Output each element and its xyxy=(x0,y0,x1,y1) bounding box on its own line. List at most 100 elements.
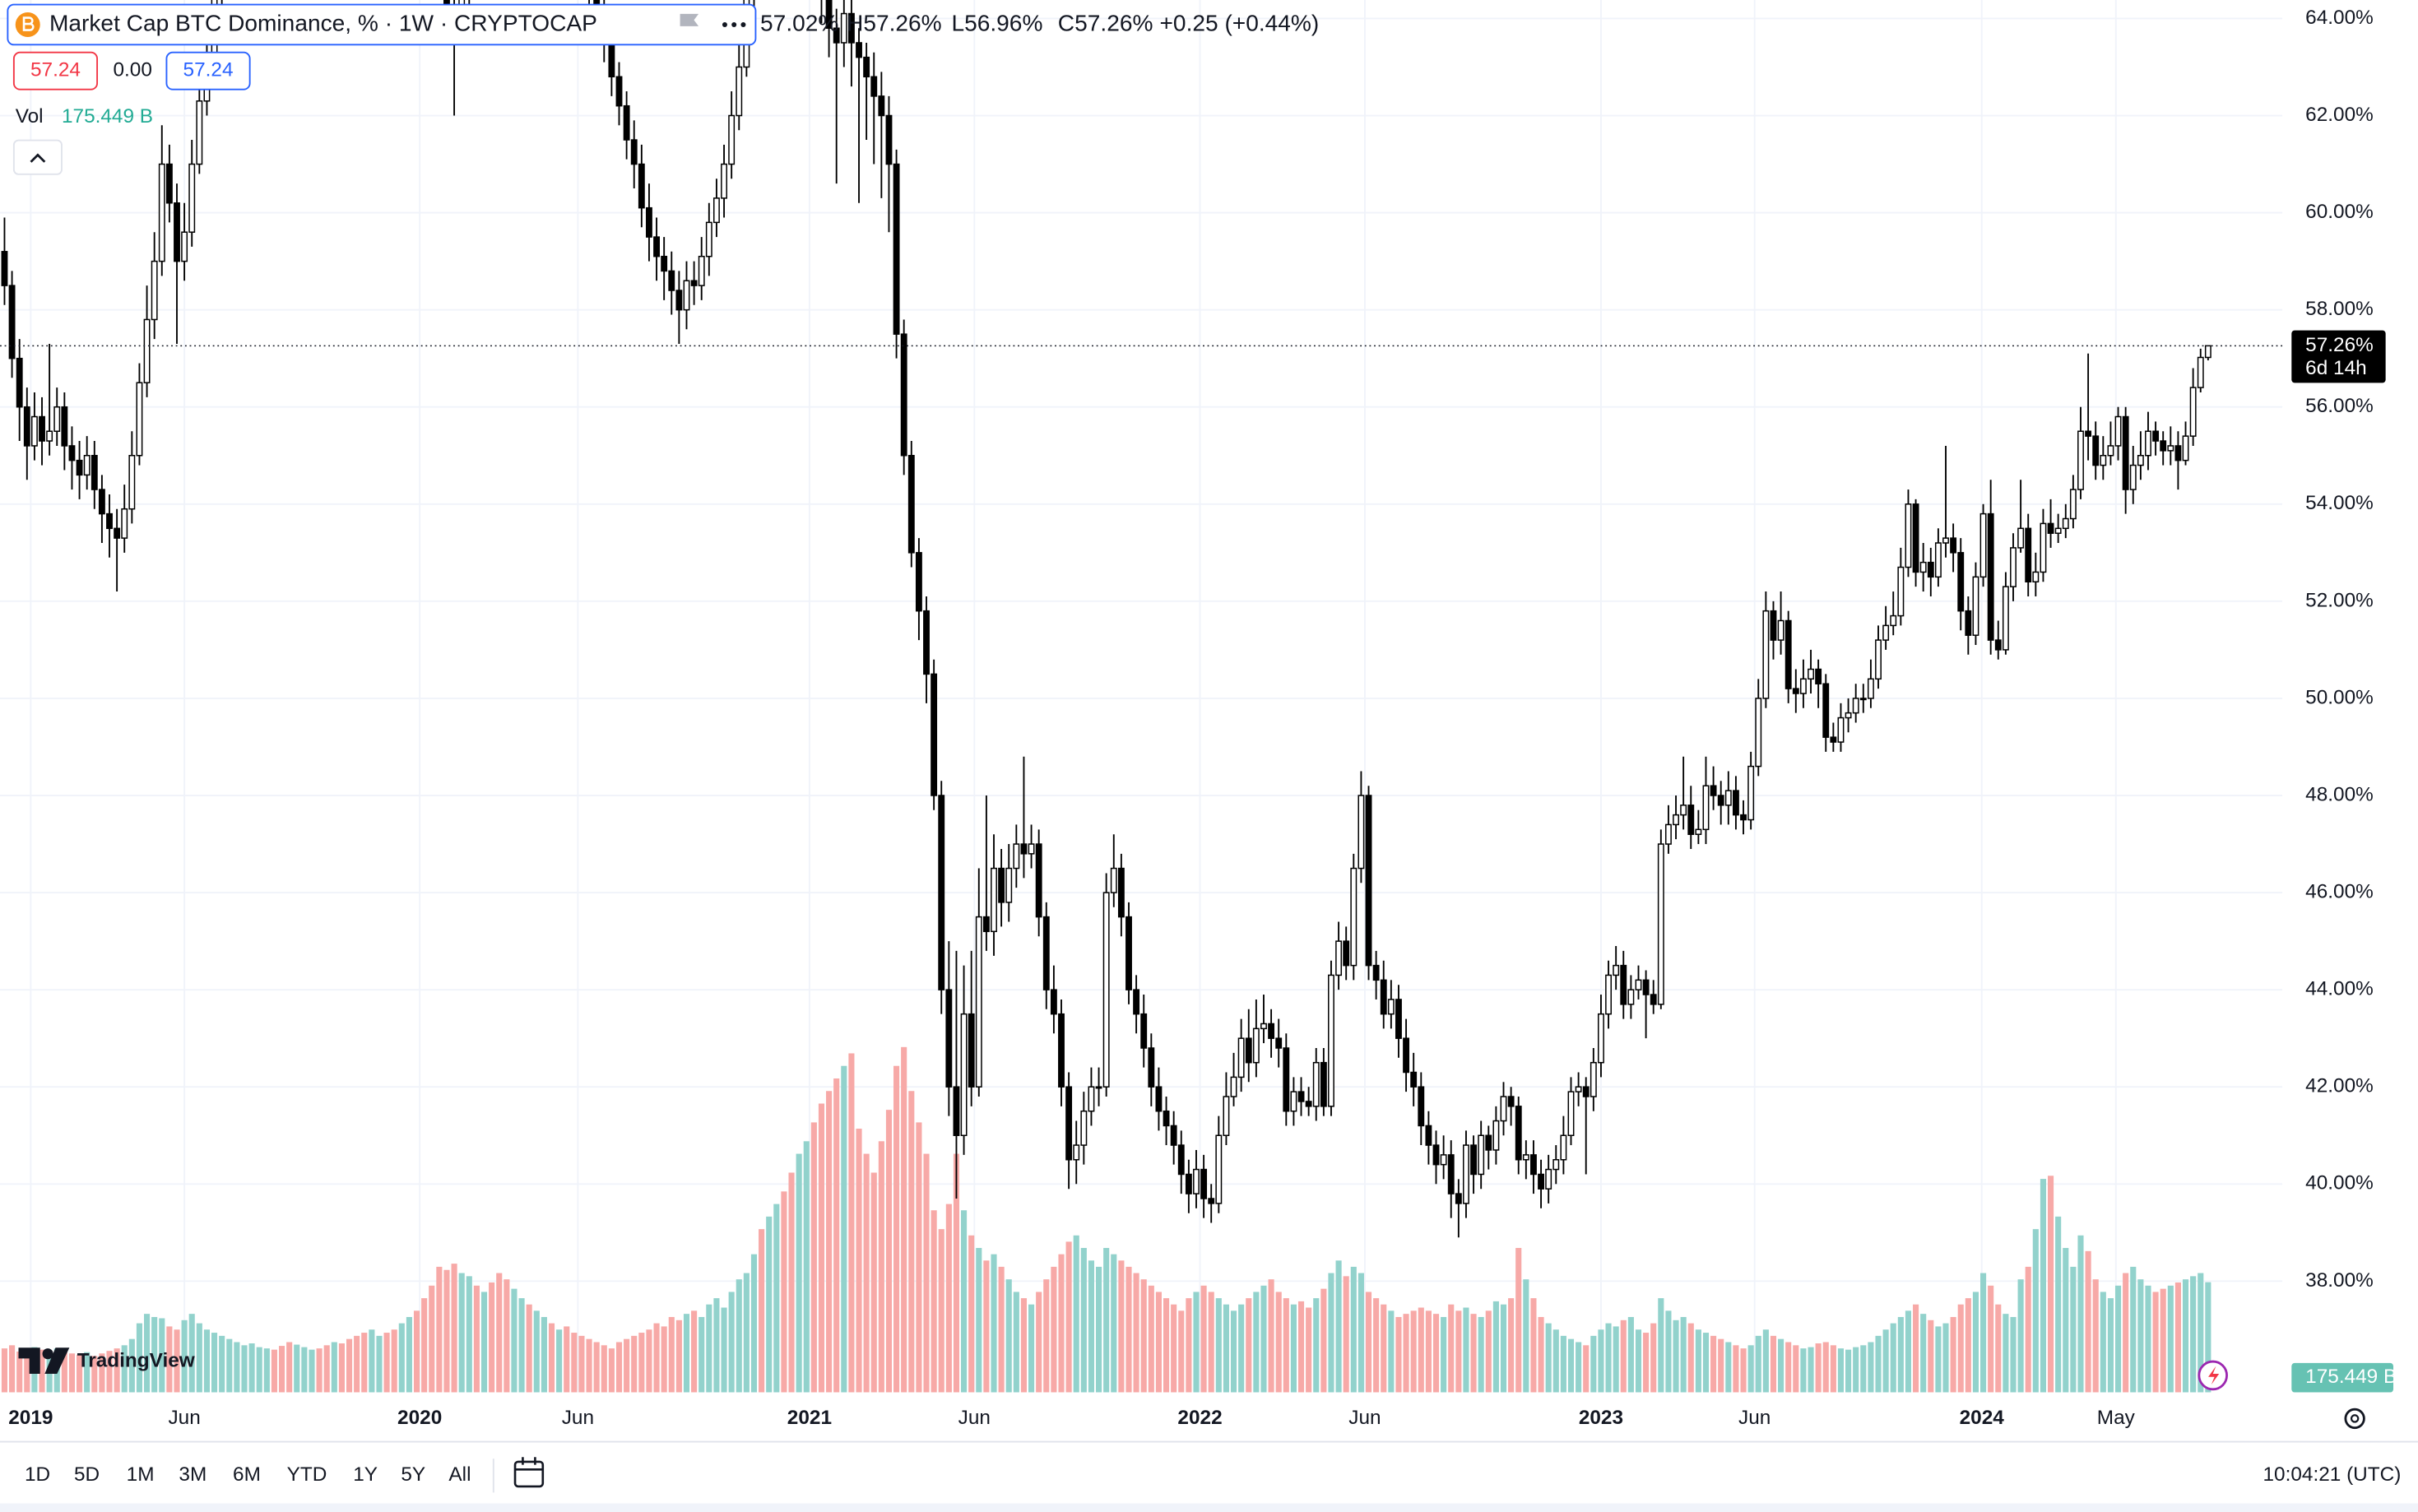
settings-icon[interactable] xyxy=(2344,1408,2365,1430)
volume-bar xyxy=(159,1318,165,1393)
volume-bar xyxy=(848,1053,855,1393)
buy-box[interactable] xyxy=(165,51,251,90)
range-button[interactable]: 6M xyxy=(233,1463,261,1486)
candle-body xyxy=(1822,683,1830,738)
volume-bar xyxy=(211,1333,218,1393)
sell-box[interactable] xyxy=(12,51,99,90)
candle-body xyxy=(1657,843,1664,1005)
candle-body xyxy=(1215,1134,1223,1204)
volume-bar xyxy=(818,1103,825,1393)
candle-body xyxy=(1275,1037,1283,1049)
candle-body xyxy=(1140,1013,1148,1049)
volume-bar xyxy=(203,1329,210,1393)
symbol-title: Market Cap BTC Dominance, % · 1W · CRYPT… xyxy=(49,10,597,35)
candle-body xyxy=(2077,430,2084,490)
candle-body xyxy=(2152,430,2160,442)
more-icon[interactable] xyxy=(722,21,746,27)
candle-body xyxy=(2204,345,2211,359)
volume-bar xyxy=(908,1091,915,1393)
candle-body xyxy=(1552,1159,1560,1171)
brand-logo xyxy=(18,1347,70,1375)
volume-bar xyxy=(1373,1298,1380,1393)
volume-bar xyxy=(668,1316,675,1393)
candle-body xyxy=(1155,1086,1163,1112)
volume-bar xyxy=(653,1323,660,1393)
flag-icon[interactable] xyxy=(680,13,699,26)
date-range-icon[interactable] xyxy=(513,1457,545,1488)
volume-bar xyxy=(1718,1338,1724,1393)
volume-bar xyxy=(1043,1279,1050,1393)
range-button[interactable]: YTD xyxy=(287,1463,327,1486)
volume-bar xyxy=(916,1122,922,1393)
volume-bar xyxy=(1065,1241,1072,1393)
x-tick-label: Jun xyxy=(562,1407,594,1429)
volume-bar xyxy=(1005,1279,1012,1393)
sell-price[interactable]: 57.24 xyxy=(30,59,81,81)
title-box[interactable] xyxy=(7,3,757,46)
volume-bar xyxy=(863,1153,870,1393)
candle-body xyxy=(1605,974,1612,1015)
candle-body xyxy=(833,27,840,44)
volume-layer xyxy=(1,1046,2211,1393)
volume-bar xyxy=(1448,1304,1455,1393)
range-button[interactable]: 5Y xyxy=(401,1463,425,1486)
y-tick-label: 44.00% xyxy=(2305,978,2374,1000)
volume-bar xyxy=(2003,1314,2009,1393)
candle-body xyxy=(83,455,91,476)
volume-bar xyxy=(1778,1338,1784,1393)
volume-bar xyxy=(1230,1310,1237,1393)
volume-bar xyxy=(1306,1307,1312,1393)
candle-body xyxy=(1268,1023,1275,1039)
candle-body xyxy=(106,513,113,530)
volume-bar xyxy=(526,1304,532,1393)
candle-body xyxy=(1478,1134,1485,1176)
volume-bar xyxy=(248,1343,255,1393)
candle-body xyxy=(2174,445,2182,461)
volume-bar xyxy=(773,1204,780,1393)
candle-body xyxy=(1050,989,1057,1015)
volume-bar xyxy=(1290,1304,1297,1393)
candle-body xyxy=(1882,624,1890,641)
clock[interactable]: 10:04:21 (UTC) xyxy=(2263,1463,2401,1486)
range-button[interactable]: 1D xyxy=(25,1463,50,1486)
volume-bar xyxy=(1246,1298,1252,1393)
candle-body xyxy=(1875,639,1882,680)
volume-bar xyxy=(9,1345,16,1393)
candle-body xyxy=(1365,795,1372,967)
volume-bar xyxy=(788,1172,795,1393)
candle-body xyxy=(165,163,173,204)
range-button[interactable]: 1M xyxy=(127,1463,155,1486)
volume-bar xyxy=(901,1046,907,1393)
candle-body xyxy=(46,430,53,442)
candle-body xyxy=(1740,814,1747,821)
candle-body xyxy=(1890,615,1897,627)
candle-body xyxy=(1403,1037,1410,1074)
volume-bar xyxy=(1523,1279,1529,1393)
volume-bar xyxy=(196,1323,202,1393)
candle-body xyxy=(1102,892,1110,1088)
volume-bar xyxy=(61,1351,67,1393)
range-button[interactable]: 1Y xyxy=(353,1463,378,1486)
candle-body xyxy=(825,0,833,29)
volume-bar xyxy=(1650,1323,1657,1393)
collapse-button[interactable] xyxy=(12,139,63,175)
volume-bar xyxy=(1051,1266,1057,1393)
range-button[interactable]: All xyxy=(448,1463,471,1486)
x-tick-label: May xyxy=(2097,1407,2136,1429)
volume-bar xyxy=(781,1191,787,1393)
volume-bar xyxy=(1500,1304,1507,1393)
candle-body xyxy=(2100,455,2107,466)
x-tick-label: Jun xyxy=(958,1407,991,1429)
candle-body xyxy=(1065,1086,1073,1161)
volume-bar xyxy=(1560,1335,1566,1393)
volume-bar xyxy=(2182,1279,2189,1393)
volume-bar xyxy=(309,1349,315,1393)
buy-price[interactable]: 57.24 xyxy=(183,59,234,81)
candle-body xyxy=(174,202,180,262)
volume-bar xyxy=(1905,1310,1912,1393)
range-button[interactable]: 3M xyxy=(179,1463,207,1486)
candle-body xyxy=(1695,828,1702,835)
range-button[interactable]: 5D xyxy=(74,1463,100,1486)
candle-body xyxy=(1538,1173,1544,1190)
